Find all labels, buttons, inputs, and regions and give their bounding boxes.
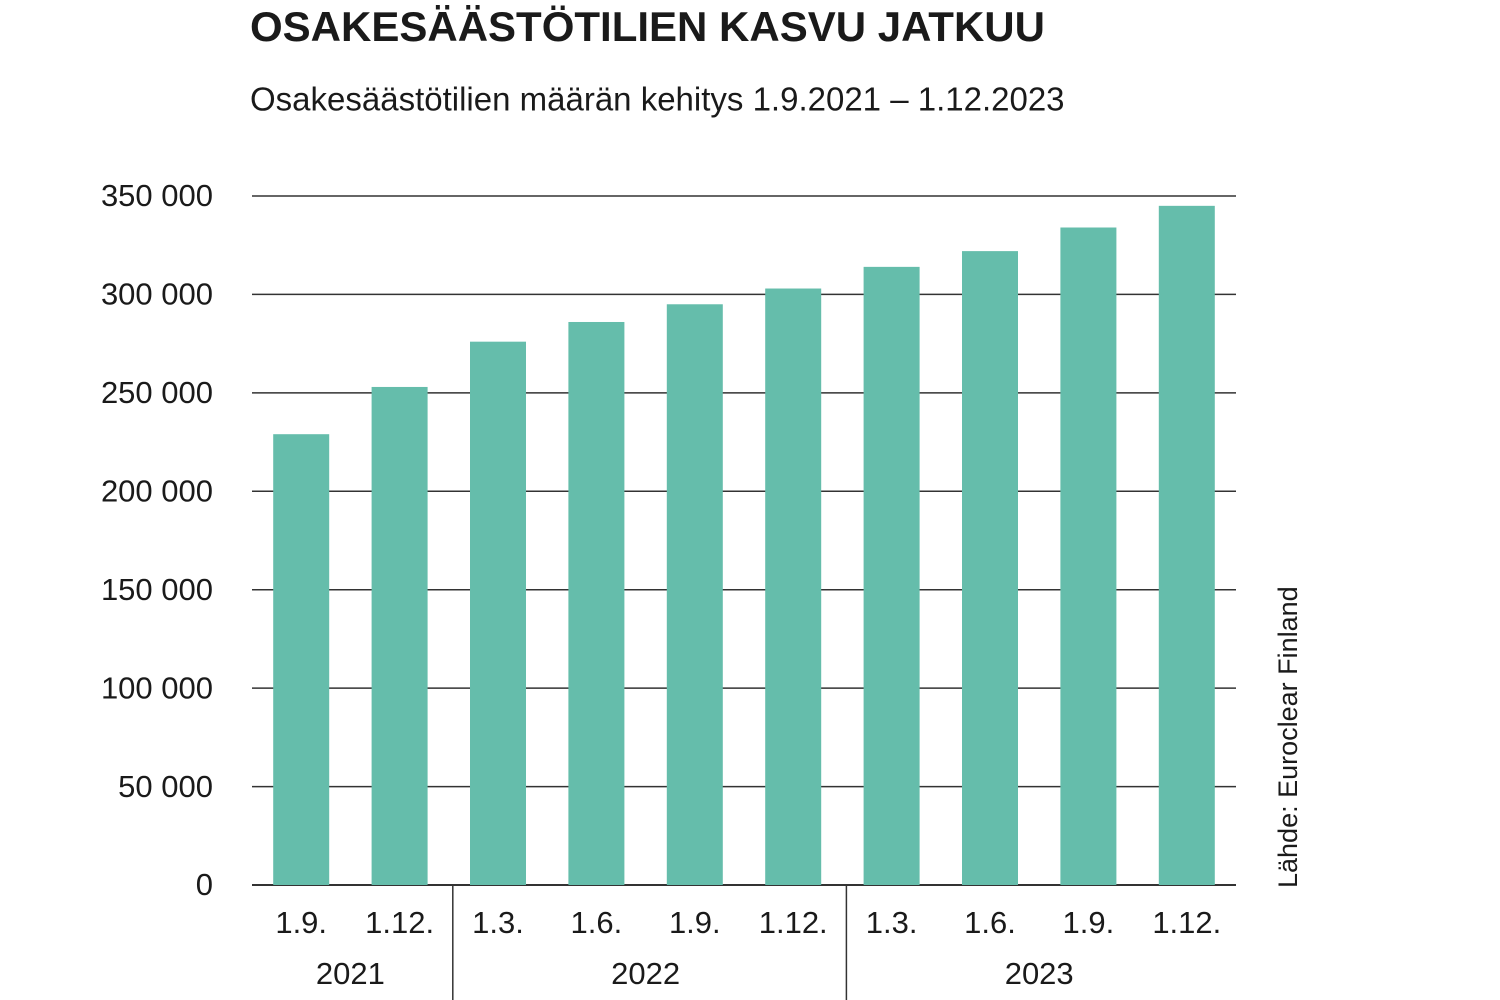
bar — [568, 321, 625, 885]
group-label: 2023 — [1005, 956, 1074, 991]
y-tick-label: 100 000 — [101, 670, 213, 705]
x-tick-label: 1.6. — [571, 905, 623, 940]
y-tick-label: 250 000 — [101, 375, 213, 410]
chart-title: OSAKESÄÄSTÖTILIEN KASVU JATKUU — [250, 3, 1045, 50]
x-tick-label: 1.12. — [759, 905, 828, 940]
bar — [765, 288, 822, 886]
bar — [1060, 227, 1117, 886]
y-tick-label: 350 000 — [101, 178, 213, 213]
group-label: 2021 — [316, 956, 385, 991]
x-tick-label: 1.3. — [866, 905, 918, 940]
bar — [273, 434, 330, 885]
bar — [666, 304, 723, 885]
bar — [371, 386, 428, 885]
chart-subtitle: Osakesäästötilien määrän kehitys 1.9.202… — [250, 81, 1065, 118]
x-tick-label: 1.3. — [472, 905, 524, 940]
bar — [1158, 205, 1215, 886]
x-tick-label: 1.6. — [964, 905, 1016, 940]
y-tick-label: 200 000 — [101, 473, 213, 508]
y-tick-label: 0 — [196, 867, 213, 902]
x-tick-label: 1.12. — [365, 905, 434, 940]
x-tick-label: 1.12. — [1152, 905, 1221, 940]
bar — [863, 266, 920, 886]
x-tick-label: 1.9. — [1063, 905, 1115, 940]
bar — [470, 341, 526, 885]
group-label: 2022 — [611, 956, 680, 991]
y-tick-label: 50 000 — [118, 769, 213, 804]
x-tick-label: 1.9. — [669, 905, 721, 940]
y-tick-label: 150 000 — [101, 572, 213, 607]
source-note: Lähde: Euroclear Finland — [1273, 586, 1303, 888]
bar — [962, 251, 1018, 885]
y-tick-label: 300 000 — [101, 277, 213, 312]
x-tick-label: 1.9. — [275, 905, 327, 940]
